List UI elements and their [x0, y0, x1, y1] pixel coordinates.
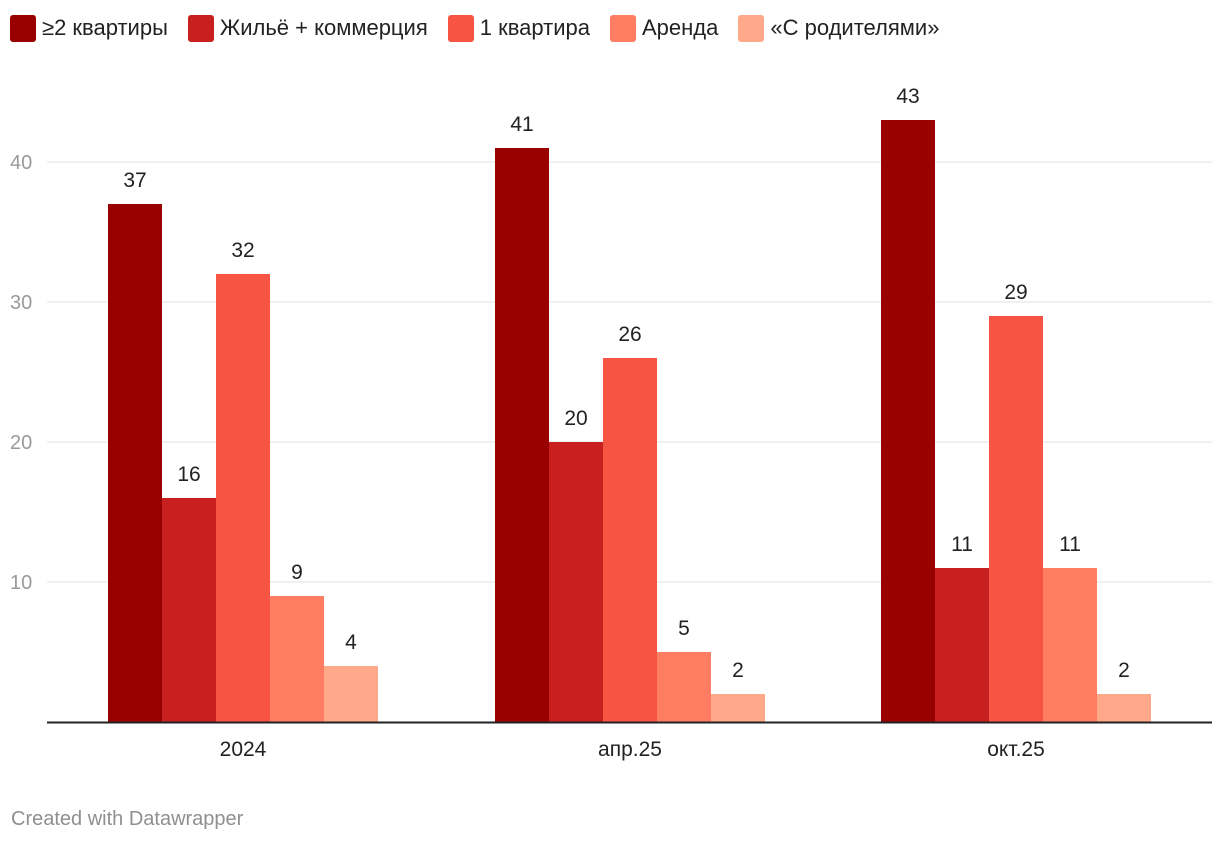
legend-label: Жильё + коммерция: [219, 15, 428, 40]
legend: ≥2 квартиры Жильё + коммерция 1 квартира Ар…: [10, 13, 959, 43]
legend-label: Аренда: [641, 15, 719, 40]
legend-item: 1 квартира: [447, 14, 590, 42]
bar-value-label: 26: [618, 323, 641, 346]
bar-value-label: 41: [510, 113, 533, 136]
x-category-label: 2024: [220, 738, 267, 761]
legend-swatch: [447, 14, 474, 42]
y-tick-label: 40: [10, 152, 32, 174]
legend-item: ≥2 квартиры: [10, 14, 168, 42]
bar: [935, 568, 989, 722]
legend-swatch: [10, 14, 36, 42]
bar-value-label: 4: [345, 631, 357, 654]
legend-swatch: [187, 14, 214, 42]
bar-value-label: 9: [291, 561, 303, 584]
legend-label: ≥2 квартиры: [42, 15, 168, 40]
bar: [108, 204, 162, 722]
bars: [108, 120, 1151, 722]
bar: [881, 120, 935, 722]
bar: [162, 498, 216, 722]
legend-swatch: [738, 14, 765, 42]
legend-item: Аренда: [609, 14, 719, 42]
datawrapper-credit: Created with Datawrapper: [11, 808, 244, 830]
bar: [495, 148, 549, 722]
legend-label: «С родителями»: [770, 15, 940, 40]
bar: [989, 316, 1043, 722]
x-category-label: окт.25: [987, 738, 1045, 761]
legend-swatch: [609, 14, 636, 42]
bar-value-label: 29: [1004, 281, 1027, 304]
bar: [549, 442, 603, 722]
bar-value-label: 11: [1059, 533, 1081, 556]
bar-value-label: 5: [678, 617, 690, 640]
bar: [603, 358, 657, 722]
bar-value-label: 16: [177, 463, 200, 486]
bar-value-label: 37: [123, 169, 146, 192]
axes: 2024 апр.25 окт.25: [47, 721, 1212, 761]
legend-item: «С родителями»: [738, 14, 940, 42]
legend-label: 1 квартира: [479, 15, 590, 40]
legend-item: Жильё + коммерция: [187, 14, 428, 42]
bar-value-label: 2: [732, 659, 744, 682]
bar: [1097, 694, 1151, 722]
x-category-label: апр.25: [598, 738, 662, 761]
bar-value-label: 20: [564, 407, 587, 430]
bar: [324, 666, 378, 722]
bar-value-label: 43: [896, 85, 919, 108]
bar-value-label: 32: [231, 239, 254, 262]
bar-chart: 10 20 30 40 37 16 32 9 4 41 20 26 5 2 43 11 29 11 2 2024 а…: [10, 85, 1212, 761]
bar-value-label: 11: [951, 533, 973, 556]
y-tick-label: 20: [10, 432, 32, 454]
value-labels: 37 16 32 9 4 41 20 26 5 2 43 11 29 11 2: [123, 85, 1130, 682]
bar: [1043, 568, 1097, 722]
bar: [216, 274, 270, 722]
bar: [711, 694, 765, 722]
y-tick-label: 10: [10, 572, 32, 594]
bar: [270, 596, 324, 722]
y-tick-label: 30: [10, 292, 32, 314]
bar: [657, 652, 711, 722]
bar-value-label: 2: [1118, 659, 1130, 682]
